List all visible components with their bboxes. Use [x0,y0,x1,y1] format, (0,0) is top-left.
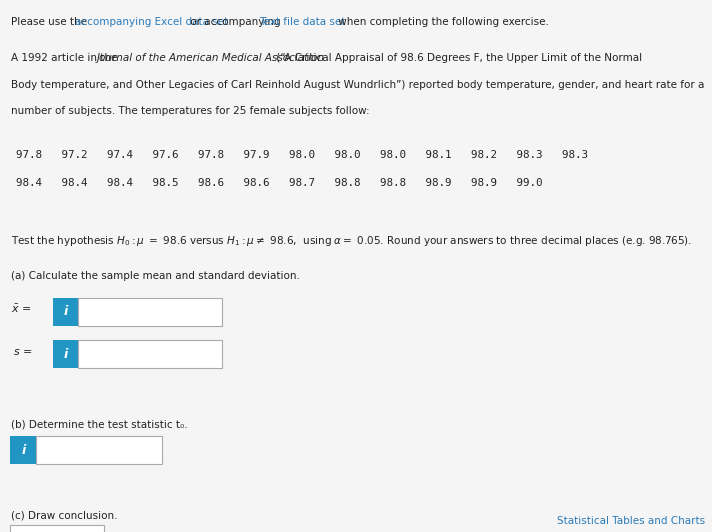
Text: 98.4   98.4   98.4   98.5   98.6   98.6   98.7   98.8   98.8   98.9   98.9   99.: 98.4 98.4 98.4 98.5 98.6 98.6 98.7 98.8 … [16,178,543,188]
Text: 97.8   97.2   97.4   97.6   97.8   97.9   98.0   98.0   98.0   98.1   98.2   98.: 97.8 97.2 97.4 97.6 97.8 97.9 98.0 98.0 … [16,150,588,160]
Text: when completing the following exercise.: when completing the following exercise. [335,17,549,27]
FancyBboxPatch shape [53,340,80,368]
Text: $\bar{x}$ =: $\bar{x}$ = [11,303,31,315]
Text: Journal of the American Medical Association: Journal of the American Medical Associat… [97,53,325,63]
Text: Text file data set: Text file data set [259,17,345,27]
FancyBboxPatch shape [78,340,222,368]
FancyBboxPatch shape [36,436,162,464]
Text: number of subjects. The temperatures for 25 female subjects follow:: number of subjects. The temperatures for… [11,106,370,117]
Text: Statistical Tables and Charts: Statistical Tables and Charts [557,516,705,526]
Text: i: i [21,444,26,456]
Text: or accompanying: or accompanying [187,17,283,27]
Text: Body temperature, and Other Legacies of Carl Reinhold August Wundrlich”) reporte: Body temperature, and Other Legacies of … [11,80,704,90]
Text: $s$ =: $s$ = [13,347,32,356]
FancyBboxPatch shape [10,525,104,532]
FancyBboxPatch shape [78,298,222,326]
Text: accompanying Excel data set: accompanying Excel data set [75,17,228,27]
Text: Please use the: Please use the [11,17,90,27]
Text: (a) Calculate the sample mean and standard deviation.: (a) Calculate the sample mean and standa… [11,271,300,281]
Text: i: i [64,348,68,361]
Text: (c) Draw conclusion.: (c) Draw conclusion. [11,510,117,520]
Text: A 1992 article in the: A 1992 article in the [11,53,120,63]
Text: Test the hypothesis $H_0 : \mu\ =$ 98.6 versus $H_1 : \mu \neq$ 98.6,  using $\a: Test the hypothesis $H_0 : \mu\ =$ 98.6 … [11,234,692,247]
Text: (b) Determine the test statistic t₀.: (b) Determine the test statistic t₀. [11,420,187,430]
FancyBboxPatch shape [10,436,37,464]
Text: (“A Critical Appraisal of 98.6 Degrees F, the Upper Limit of the Normal: (“A Critical Appraisal of 98.6 Degrees F… [273,53,642,63]
FancyBboxPatch shape [53,298,80,326]
Text: i: i [64,305,68,318]
